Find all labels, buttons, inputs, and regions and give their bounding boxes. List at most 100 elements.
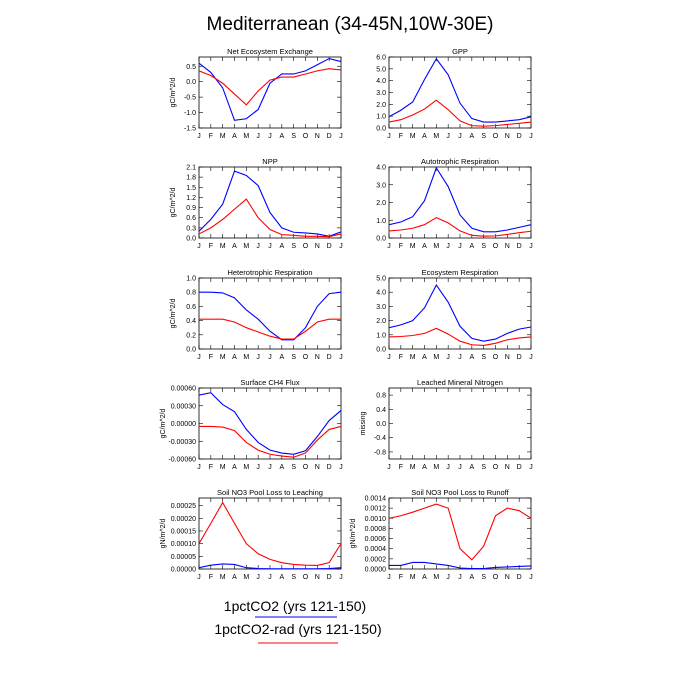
x-tick-label: J	[197, 354, 201, 361]
x-tick-label: N	[505, 354, 510, 361]
x-tick-label: J	[387, 464, 391, 471]
y-tick-label: 0.0014	[365, 496, 387, 503]
y-tick-label: 2.0	[376, 318, 386, 325]
x-tick-label: J	[339, 243, 343, 250]
x-tick-label: F	[399, 243, 403, 250]
x-tick-label: M	[220, 354, 226, 361]
x-tick-label: M	[220, 243, 226, 250]
y-tick-label: 0.00005	[171, 554, 196, 561]
y-tick-label: -0.8	[374, 449, 386, 456]
plot-frame	[198, 277, 342, 350]
x-tick-label: D	[517, 243, 522, 250]
x-tick-label: O	[303, 464, 309, 471]
x-tick-label: A	[279, 243, 284, 250]
x-tick-label: A	[469, 133, 474, 140]
x-tick-label: J	[256, 464, 260, 471]
x-tick-label: A	[469, 574, 474, 581]
series-line-1pctco2	[199, 291, 341, 341]
x-tick-label: J	[446, 574, 450, 581]
x-tick-label: J	[197, 574, 201, 581]
x-tick-label: A	[469, 243, 474, 250]
series-line-1pctco2-rad	[389, 99, 531, 127]
x-tick-label: M	[433, 464, 439, 471]
y-tick-label: 5.0	[376, 276, 386, 283]
y-axis-label: missing	[360, 412, 367, 436]
y-axis-label: gC/m^2/d	[160, 409, 167, 439]
series-line-1pctco2	[199, 392, 341, 455]
x-tick-label: J	[197, 464, 201, 471]
x-tick-label: D	[517, 133, 522, 140]
y-tick-label: 3.0	[376, 90, 386, 97]
x-tick-label: J	[268, 464, 272, 471]
panel-title: Surface CH4 Flux	[240, 378, 299, 387]
x-tick-label: O	[303, 133, 309, 140]
y-tick-label: 0.0008	[365, 526, 387, 533]
y-tick-label: -0.00030	[168, 439, 196, 446]
x-tick-label: O	[493, 133, 499, 140]
x-tick-label: A	[232, 133, 237, 140]
y-tick-label: -1.5	[184, 126, 196, 133]
x-tick-label: J	[268, 354, 272, 361]
x-tick-label: O	[303, 574, 309, 581]
y-tick-label: 0.2	[186, 332, 196, 339]
y-tick-label: 0.3	[186, 225, 196, 232]
y-tick-label: 0.00000	[171, 421, 196, 428]
panel-title: Leached Mineral Nitrogen	[417, 378, 503, 387]
y-axis-label: gN/m^2/d	[160, 519, 167, 549]
y-tick-label: 0.0004	[365, 546, 387, 553]
y-tick-label: 0.8	[186, 290, 196, 297]
y-tick-label: 0.4	[186, 318, 196, 325]
x-tick-label: N	[315, 574, 320, 581]
y-tick-label: 0.0	[376, 347, 386, 354]
y-tick-label: 2.0	[376, 102, 386, 109]
x-tick-label: A	[232, 354, 237, 361]
y-tick-label: 0.0002	[365, 556, 387, 563]
y-tick-label: 0.6	[186, 304, 196, 311]
y-tick-label: -1.0	[184, 110, 196, 117]
x-tick-label: J	[529, 243, 533, 250]
x-tick-label: J	[256, 574, 260, 581]
panel-title: Ecosystem Respiration	[422, 268, 499, 277]
x-tick-label: J	[268, 133, 272, 140]
x-tick-label: J	[387, 354, 391, 361]
y-tick-label: 0.0010	[365, 516, 387, 523]
y-axis-label: gN/m^2/d	[350, 519, 357, 549]
x-tick-label: M	[410, 574, 416, 581]
x-tick-label: D	[327, 354, 332, 361]
x-tick-label: A	[422, 574, 427, 581]
y-tick-label: 0.00030	[171, 403, 196, 410]
x-tick-label: F	[209, 133, 213, 140]
x-tick-label: M	[433, 354, 439, 361]
x-tick-label: F	[209, 354, 213, 361]
x-tick-label: A	[469, 464, 474, 471]
y-tick-label: 0.00015	[171, 528, 196, 535]
x-tick-label: J	[339, 574, 343, 581]
x-tick-label: A	[232, 243, 237, 250]
x-tick-label: A	[279, 354, 284, 361]
x-tick-label: F	[209, 243, 213, 250]
x-tick-label: F	[399, 354, 403, 361]
x-tick-label: S	[481, 133, 486, 140]
x-tick-label: A	[469, 354, 474, 361]
y-tick-label: 1.2	[186, 195, 196, 202]
x-tick-label: J	[268, 574, 272, 581]
legend-label-1pctco2: 1pctCO2 (yrs 121-150)	[224, 598, 366, 614]
x-tick-label: J	[446, 243, 450, 250]
series-line-1pctco2-rad	[199, 425, 341, 458]
figure-title: Mediterranean (34-45N,10W-30E)	[207, 14, 494, 35]
x-tick-label: J	[458, 464, 462, 471]
y-tick-label: 4.0	[376, 78, 386, 85]
x-tick-label: D	[327, 574, 332, 581]
x-tick-label: A	[422, 133, 427, 140]
x-tick-label: J	[529, 574, 533, 581]
x-tick-label: S	[291, 354, 296, 361]
x-tick-label: M	[243, 243, 249, 250]
x-tick-label: J	[529, 133, 533, 140]
y-tick-label: 0.4	[376, 407, 386, 414]
x-tick-label: J	[529, 464, 533, 471]
x-tick-label: N	[315, 243, 320, 250]
